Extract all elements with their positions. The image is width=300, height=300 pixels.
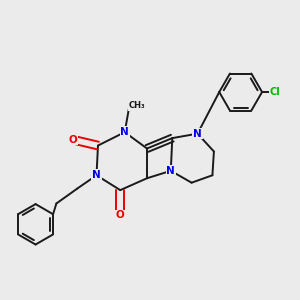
Text: O: O	[68, 135, 77, 145]
Text: CH₃: CH₃	[128, 101, 145, 110]
Text: N: N	[92, 170, 101, 180]
Text: N: N	[193, 129, 202, 139]
Text: Cl: Cl	[269, 87, 280, 97]
Text: N: N	[120, 127, 129, 137]
Text: N: N	[167, 166, 175, 176]
Text: O: O	[116, 210, 125, 220]
